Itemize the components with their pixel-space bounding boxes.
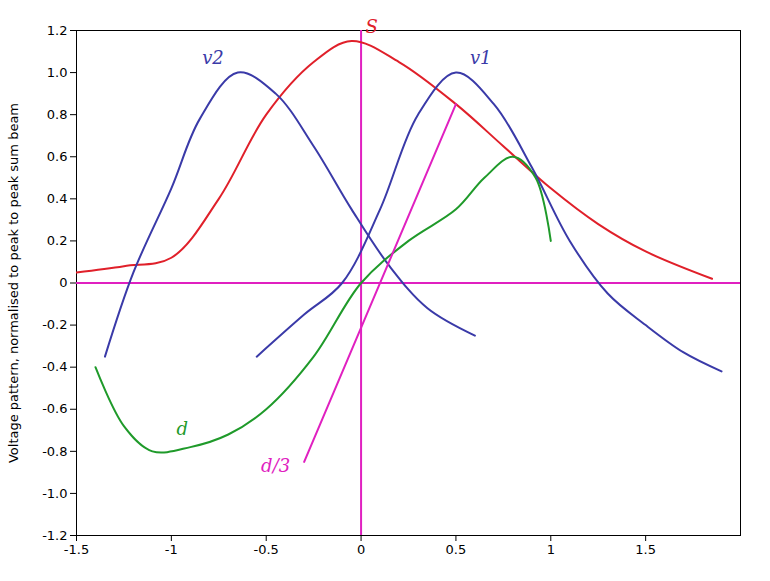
svg-text:-1: -1: [165, 542, 178, 557]
svg-text:Voltage pattern, normalised to: Voltage pattern, normalised to peak to p…: [6, 103, 21, 463]
svg-text:1: 1: [547, 542, 555, 557]
svg-text:0.5: 0.5: [446, 542, 467, 557]
svg-text:v1: v1: [470, 47, 492, 68]
svg-text:-0.6: -0.6: [42, 401, 67, 416]
svg-text:1.5: 1.5: [635, 542, 656, 557]
svg-text:0: 0: [59, 275, 67, 290]
svg-text:0.6: 0.6: [47, 149, 68, 164]
svg-text:0.4: 0.4: [47, 191, 68, 206]
svg-text:d: d: [177, 418, 189, 439]
svg-text:0.2: 0.2: [47, 233, 68, 248]
svg-text:-0.2: -0.2: [42, 317, 67, 332]
svg-text:S: S: [366, 16, 378, 37]
svg-text:-0.4: -0.4: [42, 359, 67, 374]
svg-text:v2: v2: [202, 47, 224, 68]
svg-text:1.0: 1.0: [47, 65, 68, 80]
svg-text:0: 0: [357, 542, 365, 557]
svg-text:-1.2: -1.2: [42, 528, 67, 543]
svg-text:-1.0: -1.0: [42, 486, 67, 501]
svg-text:0.8: 0.8: [47, 107, 68, 122]
svg-text:-1.5: -1.5: [64, 542, 89, 557]
svg-text:-0.8: -0.8: [42, 443, 67, 458]
svg-text:-0.5: -0.5: [254, 542, 279, 557]
svg-text:d/3: d/3: [261, 455, 290, 476]
svg-text:1.2: 1.2: [47, 23, 68, 38]
